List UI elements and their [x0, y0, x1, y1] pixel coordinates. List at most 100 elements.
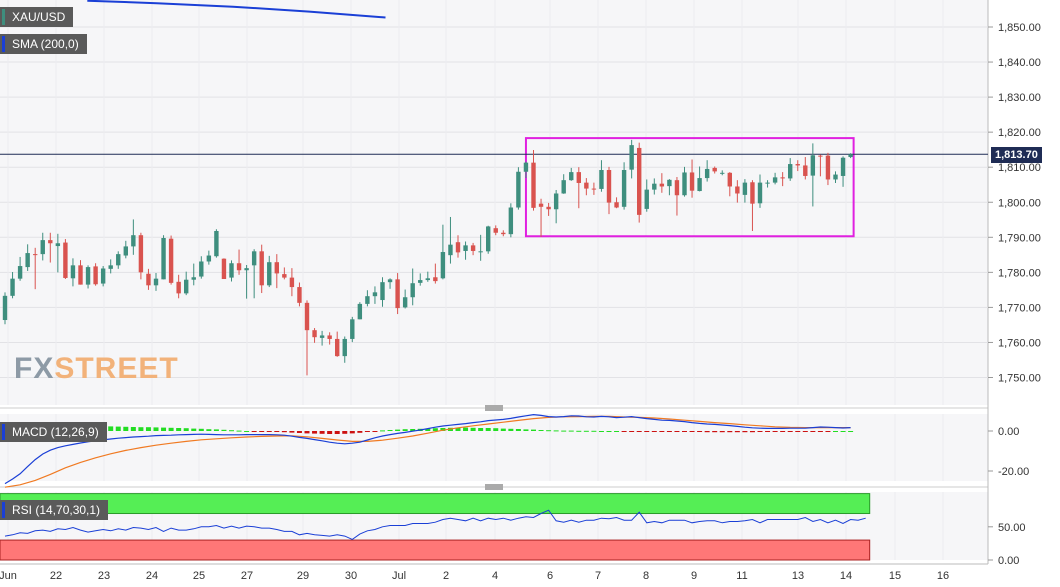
candle-body: [410, 283, 415, 298]
time-tick-label: 30: [345, 570, 357, 582]
macd-histogram-bar: [500, 428, 506, 431]
macd-histogram-bar: [576, 430, 582, 432]
symbol-legend[interactable]: XAU/USD: [0, 7, 74, 27]
candle: [395, 273, 400, 315]
candle: [251, 249, 257, 299]
candle: [448, 216, 453, 264]
macd-histogram-bar: [168, 427, 174, 431]
candle: [410, 268, 415, 306]
candle-body: [184, 279, 189, 294]
candle: [78, 260, 83, 285]
macd-histogram-bar: [734, 431, 740, 433]
rsi-label: RSI (14,70,30,1): [12, 503, 101, 517]
macd-histogram-bar: [281, 431, 287, 433]
sma-200-line: [87, 0, 386, 19]
price-tick-label: 1,810.00: [998, 162, 1041, 174]
candle: [531, 150, 536, 211]
macd-histogram-bar: [719, 431, 725, 433]
macd-histogram-bar: [848, 431, 854, 432]
time-tick-label: 13: [792, 570, 804, 582]
price-tick-label: 1,760.00: [998, 337, 1041, 349]
candle: [244, 264, 249, 299]
candle: [176, 274, 181, 299]
candle-body: [418, 280, 423, 283]
candle-body: [282, 274, 287, 278]
macd-histogram-bar: [478, 428, 484, 431]
candle-body: [153, 278, 159, 286]
price-tick-label: 1,800.00: [998, 197, 1041, 209]
macd-histogram-bar: [538, 430, 544, 431]
macd-histogram-bar: [817, 431, 823, 432]
macd-histogram-bar: [395, 429, 401, 431]
candle: [191, 263, 196, 286]
rsi-color-swatch: [2, 502, 5, 518]
candle: [712, 166, 717, 174]
time-tick-label: 23: [98, 570, 110, 582]
time-tick-label: 24: [146, 570, 158, 582]
candle: [335, 331, 340, 357]
candle: [402, 289, 408, 309]
candle: [833, 171, 838, 183]
macd-histogram-bar: [380, 430, 385, 432]
candle-body: [682, 172, 687, 196]
candle: [569, 167, 574, 181]
candle-body: [493, 228, 498, 233]
macd-histogram-bar: [327, 431, 333, 434]
candle-body: [2, 295, 8, 321]
candle-body: [289, 277, 295, 288]
candle: [682, 166, 687, 197]
macd-histogram-bar: [515, 429, 521, 431]
macd-legend[interactable]: MACD (12,26,9): [0, 422, 107, 442]
rsi-legend[interactable]: RSI (14,70,30,1): [0, 500, 109, 520]
macd-histogram-bar: [357, 431, 363, 433]
candle-body: [138, 235, 144, 273]
macd-histogram-bar: [568, 430, 574, 432]
candle: [848, 153, 853, 159]
candle: [221, 258, 227, 280]
macd-histogram-bar: [606, 431, 612, 432]
candle-body: [85, 267, 91, 285]
macd-histogram-bar: [191, 428, 197, 431]
macd-histogram-bar: [138, 427, 144, 431]
candle-body: [40, 240, 45, 255]
macd-histogram-bar: [402, 429, 408, 431]
watermark-street: STREET: [54, 352, 179, 385]
candle: [727, 172, 732, 197]
candle: [161, 235, 166, 280]
macd-histogram-bar: [130, 427, 136, 431]
candle-body: [161, 238, 166, 280]
macd-pane-bg: [0, 414, 988, 481]
macd-histogram-bar: [757, 431, 763, 432]
candle: [637, 142, 642, 223]
time-tick-label: 15: [889, 570, 901, 582]
candle-body: [63, 242, 68, 278]
candle: [735, 180, 740, 203]
price-tick-label: 1,770.00: [998, 302, 1041, 314]
candle-body: [206, 255, 212, 262]
candle: [463, 241, 468, 260]
candle: [470, 242, 476, 256]
macd-histogram-bar: [749, 431, 755, 433]
candle: [689, 159, 695, 198]
sma-legend[interactable]: SMA (200,0): [0, 34, 87, 54]
macd-histogram-bar: [674, 431, 680, 432]
candle-body: [501, 232, 506, 235]
macd-histogram-bar: [259, 431, 265, 432]
watermark-fx: FX: [14, 352, 55, 385]
candle-body: [229, 263, 234, 278]
candle: [674, 177, 680, 216]
candle-body: [312, 330, 317, 338]
time-tick-label: 27: [241, 570, 253, 582]
candle-body: [727, 172, 732, 187]
candle-body: [236, 263, 242, 271]
candle: [100, 266, 106, 287]
macd-histogram-bar: [349, 431, 355, 434]
macd-histogram-bar: [553, 430, 559, 432]
time-tick-label: 7: [595, 570, 601, 582]
watermark: FXSTREET: [14, 352, 179, 386]
candle-body: [599, 170, 604, 189]
candle: [327, 332, 332, 345]
symbol-label: XAU/USD: [12, 10, 66, 24]
candle: [486, 225, 491, 254]
macd-histogram-bar: [659, 431, 665, 432]
